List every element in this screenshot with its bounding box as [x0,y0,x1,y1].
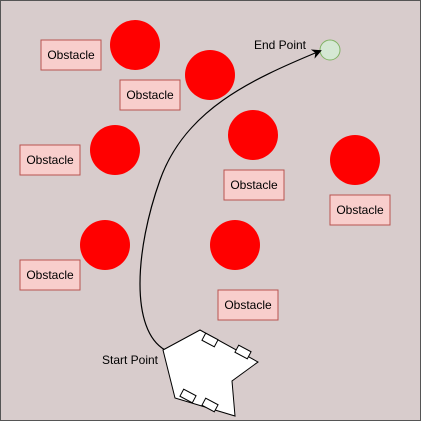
obstacle-label-box [119,79,181,111]
obstacle-3: Obstacle [19,125,140,176]
obstacle-circle [330,135,380,185]
start-point-label: Start Point [102,353,159,367]
obstacle-circle [90,125,140,175]
obstacle-circle [228,110,278,160]
obstacle-6: Obstacle [19,220,130,291]
planned-path-arrow [139,49,322,351]
obstacle-4: Obstacle [223,110,285,201]
robot-icon [162,329,259,417]
obstacle-circle [185,50,235,100]
obstacle-label: Obstacle [224,298,272,312]
end-point-marker [319,39,341,61]
obstacle-label-box [19,144,81,176]
obstacle-2: Obstacle [119,50,235,111]
obstacle-5: Obstacle [329,135,391,226]
obstacle-circle [210,220,260,270]
obstacle-label-box [217,289,279,321]
obstacle-circle [80,220,130,270]
obstacle-label-box [40,39,102,71]
obstacle-label-box [223,169,285,201]
obstacle-label-box [19,259,81,291]
obstacle-7: Obstacle [210,220,279,321]
end-point-label: End Point [254,38,307,52]
obstacle-label-box [329,194,391,226]
obstacle-circle [110,20,160,70]
obstacle-label: Obstacle [26,268,74,282]
robot-wheel [234,344,252,360]
obstacle-label: Obstacle [26,153,74,167]
robot-wheel [179,388,197,404]
obstacle-label: Obstacle [230,178,278,192]
robot-wheel [201,397,219,413]
robot-wheel [201,332,219,348]
obstacle-1: Obstacle [40,20,160,71]
obstacle-label: Obstacle [47,48,95,62]
obstacle-label: Obstacle [336,203,384,217]
obstacle-label: Obstacle [126,88,174,102]
